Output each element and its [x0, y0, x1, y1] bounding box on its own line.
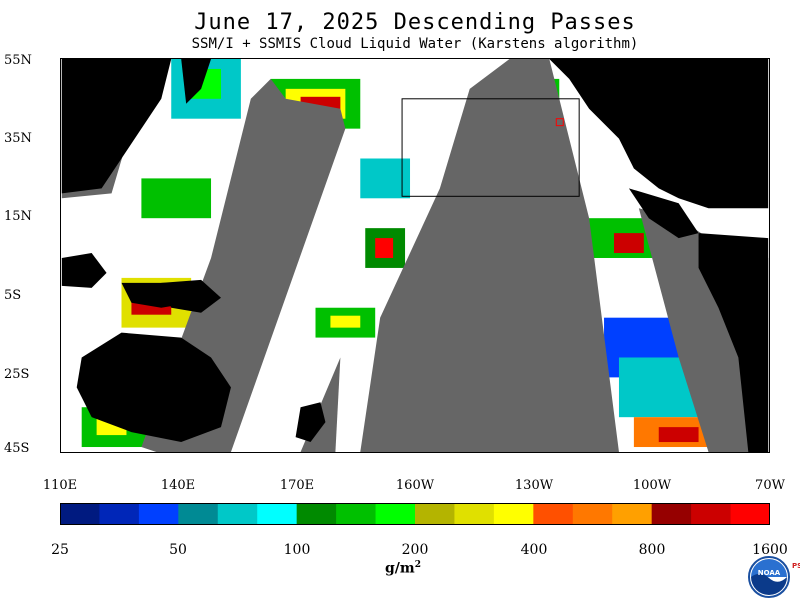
colorbar-segment	[375, 503, 416, 525]
noaa-logo-icon: NOAA	[748, 556, 790, 598]
logo-text: NOAA	[758, 569, 781, 577]
satellite-map	[60, 58, 770, 453]
colorbar-segment	[415, 503, 455, 525]
colorbar-segment	[296, 503, 337, 525]
lon-label-160w: 160W	[395, 478, 435, 493]
colorbar-label-25: 25	[51, 542, 69, 558]
colorbar-label-50: 50	[169, 542, 187, 558]
colorbar-segment	[336, 503, 377, 525]
lon-label-110e: 110E	[42, 478, 78, 493]
colorbar-label-200: 200	[401, 542, 429, 558]
map-subtitle: SSM/I + SSMIS Cloud Liquid Water (Karste…	[191, 36, 639, 52]
colorbar	[60, 503, 770, 525]
colorbar-segment	[493, 503, 534, 525]
colorbar-segment	[60, 503, 100, 525]
colorbar-label-400: 400	[520, 542, 548, 558]
colorbar-label-100: 100	[283, 542, 311, 558]
colorbar-border	[60, 503, 770, 525]
colorbar-segment	[533, 503, 574, 525]
lon-label-100w: 100W	[632, 478, 672, 493]
colorbar-segment	[651, 503, 692, 525]
colorbar-segment	[257, 503, 298, 525]
lon-label-140e: 140E	[160, 478, 196, 493]
colorbar-segment	[99, 503, 140, 525]
units-text: g/m	[385, 560, 415, 577]
lat-label-15n: 15N	[4, 209, 32, 224]
colorbar-segment	[612, 503, 653, 525]
psl-label: PSL	[792, 562, 800, 570]
colorbar-segment	[454, 503, 495, 525]
colorbar-segment	[217, 503, 258, 525]
colorbar-label-1600: 1600	[752, 542, 788, 558]
analysis-box	[401, 98, 580, 197]
lon-label-170e: 170E	[279, 478, 315, 493]
colorbar-units: g/m2	[385, 560, 421, 577]
colorbar-segment	[178, 503, 219, 525]
lat-label-45s: 45S	[4, 441, 30, 456]
lat-label-55n: 55N	[4, 53, 32, 68]
lat-label-25s: 25S	[4, 367, 30, 382]
map-title: June 17, 2025 Descending Passes	[194, 10, 636, 35]
lon-label-70w: 70W	[755, 478, 785, 493]
colorbar-segment	[138, 503, 179, 525]
colorbar-segment	[572, 503, 613, 525]
lat-label-35n: 35N	[4, 131, 32, 146]
colorbar-segment	[730, 503, 770, 525]
lat-label-5s: 5S	[4, 288, 22, 303]
red-marker	[555, 118, 564, 127]
units-superscript: 2	[414, 560, 421, 570]
colorbar-segment	[691, 503, 732, 525]
colorbar-label-800: 800	[638, 542, 666, 558]
lon-label-130w: 130W	[514, 478, 554, 493]
land-areas	[61, 59, 769, 452]
